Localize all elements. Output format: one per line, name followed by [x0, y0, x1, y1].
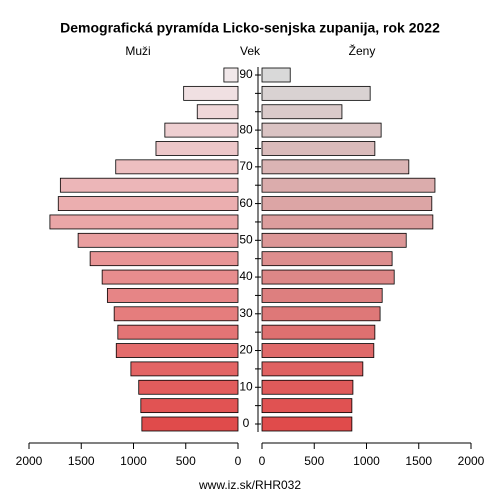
bar [261, 288, 383, 303]
bar [261, 214, 434, 230]
bar [115, 343, 239, 358]
y-tick-label: 90 [239, 67, 253, 81]
chart-title: Demografická pyramída Licko-senjska zupa… [60, 20, 440, 36]
bar [261, 251, 393, 267]
x-tick-label: 2000 [16, 454, 43, 468]
x-tick-label: 0 [259, 454, 266, 468]
bar [138, 379, 239, 395]
bar [101, 269, 239, 285]
y-tick-label: 80 [239, 122, 253, 136]
x-tick-label: 1000 [120, 454, 147, 468]
bar [261, 104, 343, 120]
y-tick-label: 70 [239, 159, 253, 173]
bar [261, 343, 375, 358]
footer: www.iz.sk/RHR032 [198, 478, 301, 492]
x-tick-label: 1500 [68, 454, 95, 468]
bar [155, 141, 239, 156]
bar [106, 288, 239, 303]
y-axis-label: Vek [240, 44, 261, 58]
legend-label: Ženy [349, 43, 376, 58]
bar [89, 251, 239, 267]
bar [164, 122, 239, 138]
bar [261, 416, 353, 432]
y-tick-label: 20 [239, 343, 253, 357]
x-tick-label: 500 [304, 454, 324, 468]
bar [141, 416, 239, 432]
bar [140, 398, 239, 414]
bar [115, 159, 239, 175]
bar [261, 67, 291, 83]
bar [130, 361, 239, 377]
bar [223, 67, 239, 83]
bar [117, 324, 239, 340]
bar [196, 104, 239, 120]
bar [59, 177, 239, 193]
bar [57, 196, 239, 211]
bar [261, 269, 395, 285]
x-tick-label: 0 [235, 454, 242, 468]
bar [261, 196, 433, 211]
x-tick-label: 1500 [405, 454, 432, 468]
y-tick-label: 10 [239, 379, 253, 393]
bar [261, 122, 382, 138]
legend-label: Muži [125, 44, 150, 58]
y-tick-label: 0 [243, 416, 250, 430]
bar [261, 324, 376, 340]
y-tick-label: 30 [239, 306, 253, 320]
bar [77, 232, 239, 248]
x-tick-label: 2000 [458, 454, 485, 468]
bar [261, 361, 364, 377]
bar [261, 232, 407, 248]
y-tick-label: 40 [239, 269, 253, 283]
bar [261, 159, 410, 175]
y-tick-label: 60 [239, 196, 253, 210]
bar [261, 85, 371, 101]
bar [261, 379, 354, 395]
bar [261, 141, 376, 156]
bar [261, 306, 381, 322]
bar [261, 398, 353, 414]
bar [113, 306, 239, 322]
x-tick-label: 500 [176, 454, 196, 468]
y-tick-label: 50 [239, 232, 253, 246]
bar [261, 177, 436, 193]
bar [49, 214, 239, 230]
bar [183, 85, 239, 101]
x-tick-label: 1000 [353, 454, 380, 468]
